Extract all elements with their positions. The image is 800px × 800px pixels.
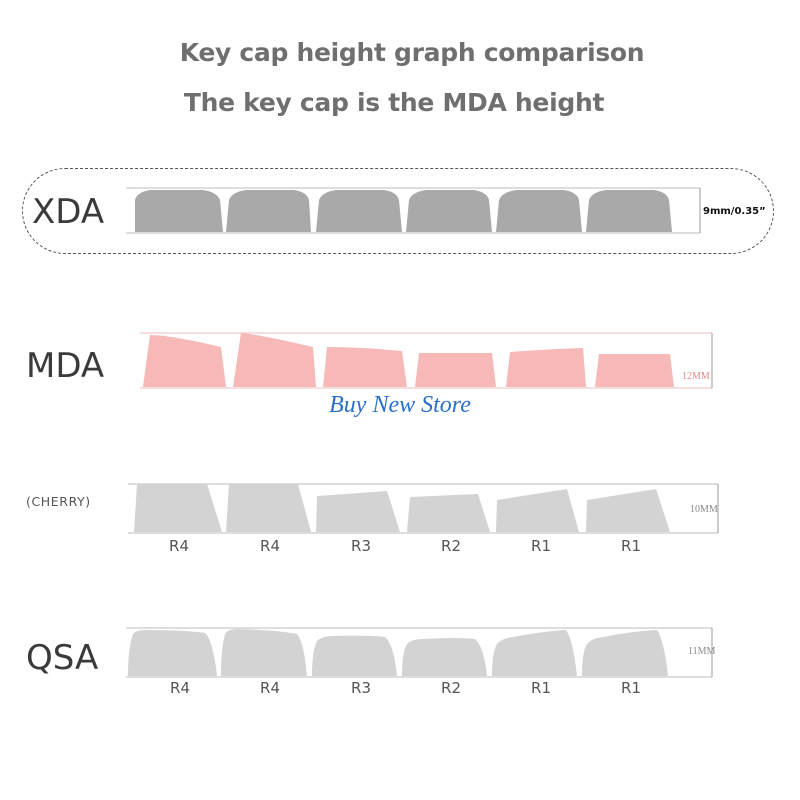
cherry-keycap [134,484,222,532]
cherry-keycap-row: 10MM R4 R4 R3 R2 R1 R1 [128,483,719,555]
page-subtitle: The key cap is the MDA height [183,88,605,117]
cherry-row-label: R1 [531,537,551,555]
mda-keycap-row: 12MM [140,332,713,389]
mda-keycap [233,333,316,387]
qsa-keycap-row: 11MM R4 R4 R3 R2 R1 R1 [126,627,716,697]
qsa-keycap [402,638,487,676]
qsa-row-label: R2 [441,679,461,697]
cherry-keycap [316,491,400,532]
cherry-keycap [226,484,311,532]
cherry-row-label: R3 [351,537,371,555]
cherry-keycap [586,489,670,532]
mda-label: MDA [26,346,105,386]
cherry-keycap [407,494,490,532]
qsa-row-label: R1 [621,679,641,697]
mda-keycap [323,347,407,387]
xda-dashed-frame [22,168,774,254]
xda-keycap [496,190,582,232]
xda-keycap [135,190,223,232]
qsa-keycap [582,630,668,676]
qsa-keycap [492,630,577,676]
cherry-label: (CHERRY) [26,494,91,509]
qsa-row-label: R3 [351,679,371,697]
xda-keycap [226,190,311,232]
store-watermark: Buy New Store [329,392,471,418]
qsa-row-label: R4 [170,679,190,697]
mda-keycap [143,335,226,387]
qsa-keycap [221,629,307,676]
cherry-row-label: R1 [621,537,641,555]
mda-keycap [415,353,496,387]
qsa-row-label: R1 [531,679,551,697]
xda-label: XDA [32,192,105,232]
xda-height-label: 9mm/0.35” [703,206,766,217]
xda-keycap [406,190,492,232]
qsa-height-label: 11MM [688,646,716,657]
qsa-keycap [312,635,397,676]
xda-keycap [586,190,672,232]
xda-keycap-row: 9mm/0.35” [126,187,766,234]
cherry-row-label: R4 [260,537,280,555]
cherry-height-label: 10MM [690,504,718,515]
cherry-row-label: R2 [441,537,461,555]
cherry-row-label: R4 [169,537,189,555]
cherry-keycap [496,489,579,532]
qsa-row-label: R4 [260,679,280,697]
mda-keycap [506,348,586,387]
xda-keycap [316,190,402,232]
mda-height-label: 12MM [682,371,710,382]
mda-keycap [595,354,674,387]
qsa-label: QSA [26,638,99,678]
qsa-keycap [128,630,217,676]
page-title: Key cap height graph comparison [179,38,645,67]
